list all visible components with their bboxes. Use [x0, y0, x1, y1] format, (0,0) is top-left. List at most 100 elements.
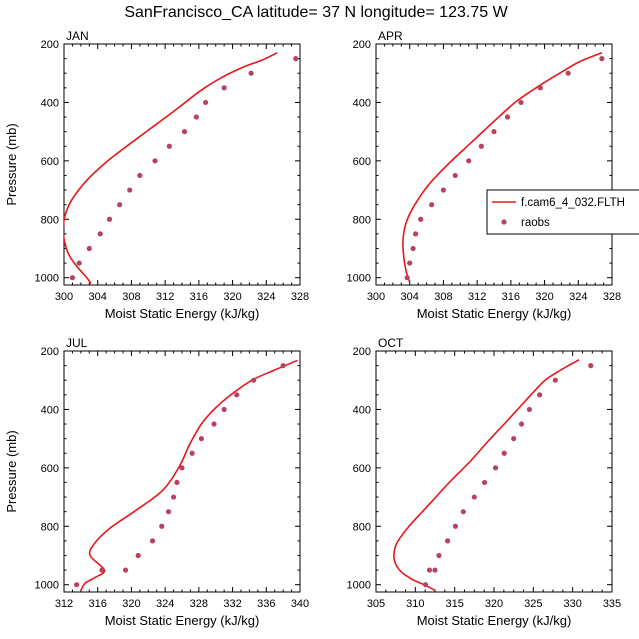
raobs-point: [481, 479, 488, 486]
raobs-point: [189, 450, 195, 456]
x-tick-label: 335: [603, 598, 621, 610]
raobs-point: [478, 143, 484, 149]
y-tick-label: 200: [41, 346, 59, 358]
raobs-point: [404, 275, 410, 281]
x-tick-label: 304: [401, 291, 419, 303]
raobs-point: [69, 275, 76, 281]
raobs-point: [565, 70, 571, 76]
raobs-point: [407, 260, 413, 266]
raobs-point: [170, 494, 177, 500]
raobs-point: [452, 172, 458, 179]
raobs-point: [248, 70, 254, 76]
legend-model-label: f.cam6_4_032.FLTH: [521, 197, 625, 209]
raobs-point: [518, 99, 524, 106]
panel-jan: 300 304 308 312 316 320 324 328 200 400 600 800 1000…: [4, 29, 309, 321]
raobs-point: [444, 538, 451, 544]
x-tick-label: 340: [291, 598, 309, 610]
panel-jul: 312 316 320 324 328 332 336 340 200 400 600 800 1000…: [4, 336, 309, 628]
data-layer: [74, 359, 298, 591]
raobs-point: [466, 158, 472, 164]
raobs-point: [599, 56, 605, 62]
x-tick-label: 332: [223, 598, 241, 610]
raobs-point: [166, 143, 172, 149]
x-tick-label: 320: [223, 291, 241, 303]
raobs-point: [432, 567, 438, 573]
raobs-point: [537, 85, 543, 91]
figure-title: SanFrancisco_CA latitude= 37 N longitude…: [124, 4, 508, 21]
y-tick-label: 1000: [347, 580, 371, 592]
raobs-point: [436, 552, 442, 559]
x-tick-label: 328: [603, 291, 621, 303]
raobs-point: [76, 260, 82, 266]
raobs-point: [418, 216, 424, 222]
x-tick-label: 312: [156, 291, 174, 303]
raobs-point: [86, 245, 92, 252]
raobs-point: [99, 567, 105, 573]
raobs-point: [106, 216, 113, 222]
raobs-point: [251, 377, 257, 383]
x-tick-label: 316: [502, 291, 520, 303]
y-tick-label: 600: [353, 156, 371, 168]
raobs-point: [426, 567, 433, 573]
panel-title: APR: [378, 29, 403, 43]
x-tick-label: 300: [367, 291, 385, 303]
raobs-point: [137, 172, 143, 179]
raobs-point: [491, 129, 497, 135]
x-axis-title: Moist Static Energy (kJ/kg): [417, 306, 572, 321]
raobs-point: [518, 421, 525, 427]
raobs-point: [552, 377, 558, 383]
raobs-point: [159, 523, 165, 529]
x-tick-label: 320: [485, 598, 503, 610]
raobs-point: [122, 567, 129, 573]
legend-box: [486, 189, 639, 235]
x-tick-label: 316: [89, 598, 107, 610]
raobs-point: [471, 494, 477, 500]
plot-frame: [63, 350, 301, 593]
plot-frame: [375, 350, 613, 593]
legend-marker-swatch: [501, 219, 507, 225]
raobs-point: [293, 56, 299, 62]
x-tick-label: 325: [524, 598, 542, 610]
y-tick-label: 800: [353, 521, 371, 533]
panel-title: JAN: [66, 29, 89, 43]
panel-title: OCT: [378, 336, 404, 350]
y-tick-label: 600: [41, 156, 59, 168]
data-layer: [402, 52, 605, 283]
model-profile-line: [80, 359, 298, 591]
y-tick-label: 200: [353, 39, 371, 51]
x-axis-title: Moist Static Energy (kJ/kg): [105, 306, 260, 321]
raobs-point: [429, 202, 435, 208]
y-tick-label: 1000: [35, 580, 59, 592]
raobs-point: [211, 421, 217, 427]
data-layer: [64, 52, 299, 284]
panel-oct: 305 310 315 320 325 330 335 200 400 600 800 1000 OCT…: [347, 336, 622, 628]
raobs-point: [280, 363, 286, 369]
y-tick-label: 400: [353, 404, 371, 416]
x-tick-label: 310: [406, 598, 424, 610]
x-tick-label: 324: [257, 291, 275, 303]
raobs-point: [492, 465, 499, 471]
raobs-point: [127, 187, 133, 193]
x-tick-label: 304: [89, 291, 107, 303]
y-axis-title: Pressure (mb): [4, 123, 19, 205]
raobs-point: [537, 392, 543, 398]
raobs-point: [203, 99, 209, 106]
x-axis-title: Moist Static Energy (kJ/kg): [105, 613, 260, 628]
y-tick-label: 400: [41, 404, 59, 416]
raobs-point: [174, 479, 180, 486]
panel-apr: 300 304 308 312 316 320 324 328 200 400 600 800 1000…: [347, 29, 622, 321]
y-tick-label: 800: [41, 214, 59, 226]
raobs-point: [422, 582, 429, 588]
x-axis-title: Moist Static Energy (kJ/kg): [417, 613, 572, 628]
raobs-point: [181, 129, 188, 135]
raobs-point: [221, 85, 227, 91]
raobs-point: [149, 538, 156, 544]
panel-title: JUL: [66, 336, 88, 350]
model-profile-line: [402, 52, 603, 283]
x-tick-label: 312: [468, 291, 486, 303]
y-tick-label: 600: [353, 463, 371, 475]
x-tick-label: 308: [434, 291, 452, 303]
model-profile-line: [393, 359, 580, 592]
